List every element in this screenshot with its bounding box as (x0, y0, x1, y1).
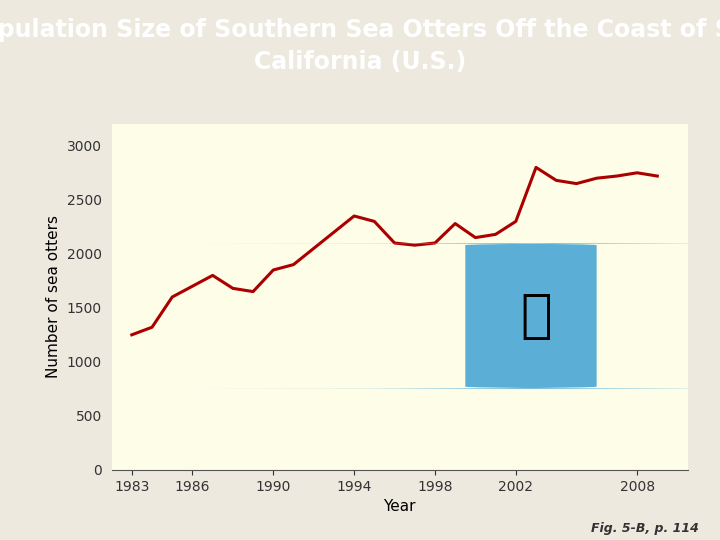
Text: Population Size of Southern Sea Otters Off the Coast of So.
California (U.S.): Population Size of Southern Sea Otters O… (0, 18, 720, 73)
Text: 🦦: 🦦 (521, 290, 552, 342)
FancyBboxPatch shape (192, 243, 720, 389)
X-axis label: Year: Year (383, 499, 416, 514)
Y-axis label: Number of sea otters: Number of sea otters (46, 215, 61, 379)
Text: Fig. 5-B, p. 114: Fig. 5-B, p. 114 (590, 522, 698, 535)
